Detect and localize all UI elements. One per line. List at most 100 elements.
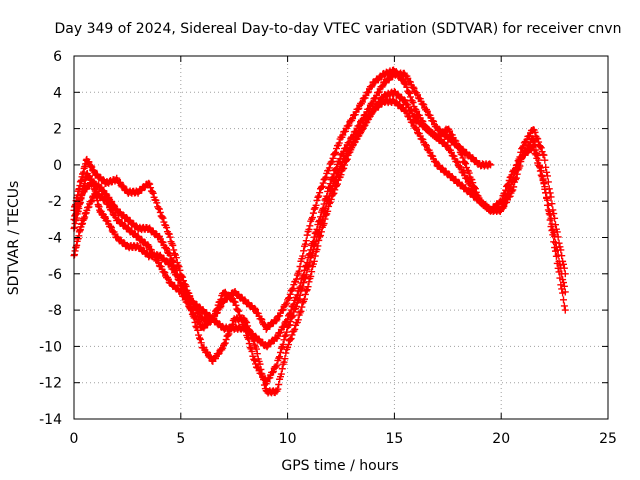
data-point (210, 314, 218, 322)
data-point (541, 156, 549, 164)
data-point (299, 252, 307, 260)
data-point (303, 286, 311, 294)
data-point (560, 302, 568, 310)
data-point (195, 310, 203, 318)
data-point (245, 340, 253, 348)
data-point (150, 251, 158, 259)
data-point (328, 185, 336, 193)
data-point (537, 167, 545, 175)
data-point (557, 264, 565, 272)
data-point (538, 172, 546, 180)
data-point (423, 124, 431, 132)
data-point (318, 183, 326, 191)
data-point (317, 218, 325, 226)
data-point (87, 198, 95, 206)
data-point (232, 301, 240, 309)
data-point (310, 257, 318, 265)
data-point (151, 252, 159, 260)
data-point (354, 105, 362, 113)
data-point (295, 267, 303, 275)
data-point (355, 105, 363, 113)
data-point (432, 122, 440, 130)
data-point (175, 263, 183, 271)
data-point (274, 385, 282, 393)
data-point (519, 151, 527, 159)
data-point (330, 189, 338, 197)
data-point (560, 279, 567, 287)
data-point (314, 193, 322, 201)
data-point (148, 188, 156, 196)
data-point (409, 83, 417, 91)
data-point (512, 174, 520, 182)
data-point (478, 198, 486, 206)
data-point (149, 189, 157, 197)
y-tick-label: -10 (39, 339, 62, 355)
data-point (340, 164, 348, 172)
data-point (121, 221, 129, 229)
data-point (305, 278, 313, 286)
data-point (532, 146, 540, 154)
data-point (303, 231, 311, 239)
data-point (222, 336, 230, 344)
data-point (345, 121, 353, 129)
data-point (211, 311, 219, 319)
data-point (548, 200, 556, 208)
data-point (288, 313, 296, 321)
data-point (458, 151, 466, 159)
data-point (316, 189, 324, 197)
data-point (273, 361, 281, 369)
data-point (408, 118, 416, 126)
data-point (401, 97, 409, 105)
data-point (250, 337, 258, 345)
data-point (405, 89, 413, 97)
data-point (332, 148, 340, 156)
data-point (275, 354, 283, 362)
data-point (561, 288, 569, 296)
data-point (308, 251, 316, 259)
data-point (159, 214, 167, 222)
data-point (508, 171, 516, 179)
data-point (457, 165, 465, 173)
data-point (248, 347, 256, 355)
data-point (119, 182, 127, 190)
data-point (551, 232, 559, 240)
x-tick-label: 5 (176, 431, 185, 447)
data-point (293, 302, 300, 310)
data-point (163, 224, 171, 232)
data-point (304, 263, 312, 271)
data-point (560, 282, 568, 290)
y-tick-label: -12 (39, 376, 62, 392)
data-point (306, 222, 314, 230)
data-point (315, 192, 323, 200)
data-point (276, 353, 284, 361)
data-point (102, 190, 110, 198)
y-axis-ticks: 6 4 2 0 -2 -4 -6 -8 -10 -12 -14 (39, 49, 608, 428)
data-point (172, 267, 180, 275)
data-point (163, 245, 171, 253)
x-tick-label: 10 (279, 431, 297, 447)
data-point (252, 306, 260, 314)
data-point (194, 326, 202, 334)
data-point (318, 217, 326, 225)
data-point (170, 261, 178, 269)
data-point (323, 200, 331, 208)
data-point (367, 83, 375, 91)
data-point (293, 275, 300, 283)
data-point (71, 211, 79, 219)
data-point (349, 142, 357, 150)
data-point (309, 246, 317, 254)
data-point (301, 290, 309, 298)
data-point (277, 370, 285, 378)
data-point (278, 306, 286, 314)
data-point (325, 164, 333, 172)
data-point (459, 154, 467, 162)
data-point (253, 350, 261, 358)
data-point (344, 122, 352, 130)
data-point (504, 180, 512, 188)
data-point (221, 339, 229, 347)
data-point (145, 179, 153, 187)
data-point (297, 307, 305, 315)
data-point (315, 228, 323, 236)
data-point (422, 141, 430, 149)
y-tick-label: 6 (53, 49, 62, 65)
